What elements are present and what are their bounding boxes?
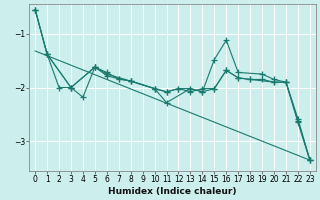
X-axis label: Humidex (Indice chaleur): Humidex (Indice chaleur) xyxy=(108,187,237,196)
